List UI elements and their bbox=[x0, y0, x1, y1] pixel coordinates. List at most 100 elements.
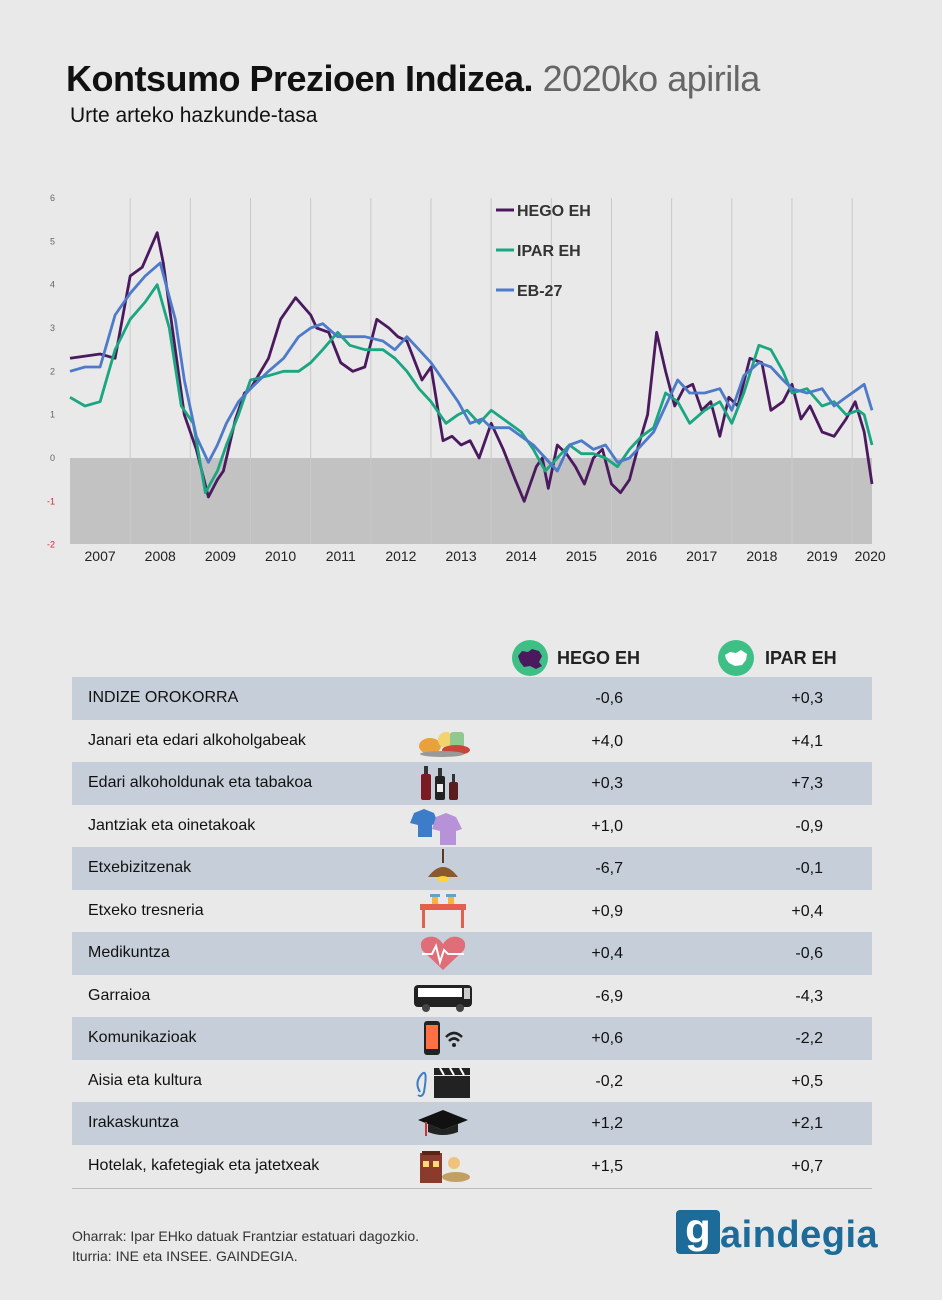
y-tick-label: -2 bbox=[47, 540, 55, 550]
hego-value: -0,2 bbox=[595, 1072, 623, 1090]
col-ipar-label: IPAR EH bbox=[765, 648, 837, 668]
bottles-icon bbox=[410, 764, 476, 802]
table-row: Irakaskuntza +1,2 +2,1 bbox=[72, 1102, 872, 1145]
row-label: Medikuntza bbox=[88, 944, 170, 961]
row-label: Janari eta edari alkoholgabeak bbox=[88, 731, 306, 749]
ipar-value: -2,2 bbox=[795, 1030, 823, 1047]
table-row: Janari eta edari alkoholgabeak +4,0 +4,1 bbox=[72, 720, 872, 763]
hego-value: +1,5 bbox=[591, 1157, 623, 1175]
hego-value: +0,3 bbox=[591, 775, 623, 792]
row-label: Hotelak, kafetegiak eta jatetxeak bbox=[88, 1156, 320, 1174]
ipar-value: +0,5 bbox=[791, 1072, 823, 1090]
ipar-value: +2,1 bbox=[791, 1115, 823, 1132]
y-tick-label: 6 bbox=[50, 193, 55, 203]
x-tick-label: 2019 bbox=[806, 548, 837, 564]
x-tick-label: 2011 bbox=[326, 548, 356, 564]
x-tick-label: 2010 bbox=[265, 548, 296, 564]
table-row: Aisia eta kultura -0,2 +0,5 bbox=[72, 1060, 872, 1103]
y-tick-label: -1 bbox=[47, 496, 55, 506]
data-table: INDIZE OROKORRA -0,6 +0,3 Janari eta edari … bbox=[72, 677, 872, 1187]
hego-value: -6,7 bbox=[595, 860, 623, 877]
x-tick-label: 2007 bbox=[85, 548, 116, 564]
chart-title: Kontsumo Prezioen Indizea. 2020ko apiril… bbox=[66, 58, 760, 100]
hego-value: -6,9 bbox=[595, 987, 623, 1005]
table-row: Hotelak, kafetegiak eta jatetxeak +1,5 +0,… bbox=[72, 1145, 872, 1188]
x-tick-label: 2016 bbox=[626, 548, 657, 564]
bus-icon bbox=[410, 977, 476, 1015]
ipar-value: -0,1 bbox=[795, 860, 823, 877]
hego-value: +4,0 bbox=[591, 732, 623, 750]
title-period: 2020ko apirila bbox=[542, 58, 761, 99]
table-row: Komunikazioak +0,6 -2,2 bbox=[72, 1017, 872, 1060]
heart-pulse-icon bbox=[410, 934, 476, 972]
line-chart: 6 5 4 3 2 1 0 -1 -2 2007 2008 2009 2010 2011 2012 2013… bbox=[47, 193, 886, 564]
clothes-icon bbox=[410, 807, 476, 845]
col-hego-label: HEGO EH bbox=[557, 648, 641, 668]
gaindegia-logo: g aindegia bbox=[676, 1208, 879, 1266]
x-tick-label: 2015 bbox=[566, 548, 597, 564]
graduation-cap-icon bbox=[410, 1104, 476, 1142]
ipar-value: -0,9 bbox=[795, 817, 823, 835]
row-label: INDIZE OROKORRA bbox=[88, 689, 239, 706]
x-tick-label: 2014 bbox=[506, 548, 537, 564]
ipar-value: -0,6 bbox=[795, 945, 823, 962]
phone-wifi-icon bbox=[410, 1019, 476, 1057]
row-label: Etxebizitzenak bbox=[88, 859, 192, 876]
y-tick-label: 1 bbox=[50, 410, 55, 420]
series-line-hego-eh bbox=[69, 231, 874, 503]
ipar-value: +4,1 bbox=[791, 732, 823, 750]
x-tick-label: 2017 bbox=[686, 548, 717, 564]
table-row: INDIZE OROKORRA -0,6 +0,3 bbox=[72, 677, 872, 720]
footer-notes: Oharrak: Ipar EHko datuak Frantziar esta… bbox=[72, 1226, 419, 1266]
hego-value: +1,2 bbox=[591, 1115, 623, 1132]
row-label: Irakaskuntza bbox=[88, 1114, 179, 1131]
hego-map-icon bbox=[512, 640, 548, 676]
title-main: Kontsumo Prezioen Indizea. bbox=[66, 58, 534, 99]
ipar-value: -4,3 bbox=[795, 987, 823, 1005]
y-tick-label: 2 bbox=[50, 366, 55, 376]
footer-note: Oharrak: Ipar EHko datuak Frantziar esta… bbox=[72, 1228, 420, 1244]
x-tick-label: 2018 bbox=[746, 548, 777, 564]
table-row: Edari alkoholdunak eta tabakoa +0,3 +7,3 bbox=[72, 762, 872, 805]
logo-mark: g bbox=[676, 1208, 720, 1254]
legend-label: EB-27 bbox=[517, 283, 562, 300]
row-label: Edari alkoholdunak eta tabakoa bbox=[88, 774, 313, 791]
y-tick-label: 5 bbox=[50, 236, 55, 246]
table-bottom-rule bbox=[72, 1188, 872, 1189]
hego-value: +0,9 bbox=[591, 902, 623, 920]
hego-value: +1,0 bbox=[591, 817, 623, 835]
row-label: Komunikazioak bbox=[88, 1029, 197, 1046]
table-row: Garraioa -6,9 -4,3 bbox=[72, 975, 872, 1018]
x-tick-label: 2013 bbox=[445, 548, 476, 564]
row-label: Aisia eta kultura bbox=[88, 1071, 202, 1089]
table-header: HEGO EH IPAR EH bbox=[0, 640, 942, 680]
ipar-value: +0,3 bbox=[791, 690, 823, 707]
row-label: Jantziak eta oinetakoak bbox=[88, 816, 256, 834]
negative-zone bbox=[70, 458, 872, 544]
furniture-icon bbox=[410, 892, 476, 930]
food-icon bbox=[410, 722, 476, 760]
ipar-map-icon bbox=[718, 640, 754, 676]
lamp-icon bbox=[410, 849, 476, 887]
x-tick-label: 2009 bbox=[205, 548, 236, 564]
table-row: Medikuntza +0,4 -0,6 bbox=[72, 932, 872, 975]
table-row: Etxebizitzenak -6,7 -0,1 bbox=[72, 847, 872, 890]
ipar-value: +7,3 bbox=[791, 775, 823, 792]
series-line-eb-27 bbox=[69, 261, 874, 473]
hego-value: +0,6 bbox=[591, 1030, 623, 1047]
hego-value: -0,6 bbox=[595, 690, 623, 707]
y-tick-label: 4 bbox=[50, 280, 55, 290]
logo-text: aindegia bbox=[720, 1214, 879, 1256]
table-row: Etxeko tresneria +0,9 +0,4 bbox=[72, 890, 872, 933]
table-row: Jantziak eta oinetakoak +1,0 -0,9 bbox=[72, 805, 872, 848]
ipar-value: +0,4 bbox=[791, 902, 823, 920]
footer-source: Iturria: INE eta INSEE. GAINDEGIA. bbox=[72, 1248, 298, 1264]
hego-value: +0,4 bbox=[591, 945, 623, 962]
row-label: Garraioa bbox=[88, 986, 151, 1004]
ipar-value: +0,7 bbox=[791, 1157, 823, 1175]
chart-subtitle: Urte arteko hazkunde-tasa bbox=[70, 104, 318, 127]
y-tick-label: 0 bbox=[50, 453, 55, 463]
restaurant-icon bbox=[410, 1147, 476, 1185]
x-tick-label: 2008 bbox=[145, 548, 176, 564]
row-label: Etxeko tresneria bbox=[88, 901, 204, 919]
